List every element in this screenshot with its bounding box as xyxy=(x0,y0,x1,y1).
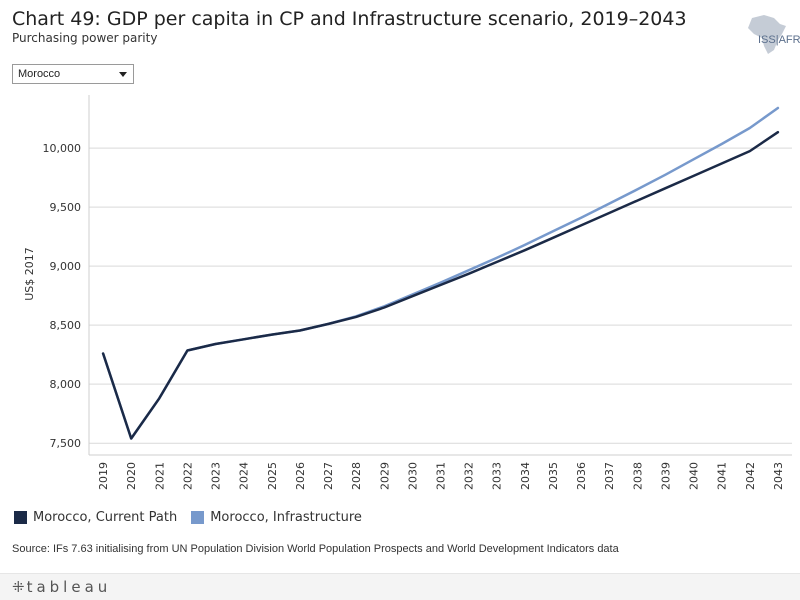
x-tick-label: 2019 xyxy=(97,462,110,490)
africa-logo-icon xyxy=(748,15,786,54)
x-tick-label: 2039 xyxy=(659,462,672,490)
x-tick-label: 2025 xyxy=(266,462,279,490)
y-tick-label: 8,500 xyxy=(50,319,82,332)
tableau-logo[interactable]: ⁜ tableau xyxy=(12,578,111,596)
legend-item-infrastructure[interactable]: Morocco, Infrastructure xyxy=(191,510,362,525)
y-tick-label: 8,000 xyxy=(50,378,82,391)
x-tick-label: 2032 xyxy=(463,462,476,490)
x-tick-label: 2030 xyxy=(406,462,419,490)
x-tick-label: 2033 xyxy=(491,462,504,490)
series-line-current-path[interactable] xyxy=(101,130,780,440)
legend-item-current-path[interactable]: Morocco, Current Path xyxy=(14,510,177,525)
legend: Morocco, Current Path Morocco, Infrastru… xyxy=(14,510,362,525)
x-tick-label: 2023 xyxy=(210,462,223,490)
legend-label-current-path: Morocco, Current Path xyxy=(33,510,178,525)
x-tick-label: 2028 xyxy=(350,462,363,490)
tableau-brand-text: tableau xyxy=(26,578,112,596)
country-dropdown[interactable]: Morocco xyxy=(12,64,134,84)
tableau-footer: ⁜ tableau xyxy=(0,573,800,600)
x-tick-label: 2043 xyxy=(772,462,785,490)
line-chart: 7,500 8,000 8,500 9,000 9,500 10,000 2019 2020… xyxy=(23,95,792,490)
y-axis-title: US$ 2017 xyxy=(23,247,36,301)
legend-swatch-infrastructure xyxy=(191,511,205,524)
chart-title: Chart 49: GDP per capita in CP and Infra… xyxy=(12,8,687,30)
x-tick-label: 2038 xyxy=(631,462,644,490)
x-tick-label: 2035 xyxy=(547,462,560,490)
iss-africa-logo-text: ISS|AFRICA xyxy=(758,34,800,46)
y-tick-label: 9,000 xyxy=(50,260,82,273)
x-tick-label: 2022 xyxy=(181,462,194,490)
x-tick-label: 2020 xyxy=(125,462,138,490)
legend-swatch-current-path xyxy=(14,511,27,524)
x-tick-label: 2026 xyxy=(294,462,307,490)
x-tick-label: 2034 xyxy=(519,462,532,490)
series-line-infrastructure[interactable] xyxy=(101,106,780,440)
chart-subtitle: Purchasing power parity xyxy=(12,31,158,45)
x-tick-label: 2037 xyxy=(603,462,616,490)
tableau-plus-icon: ⁜ xyxy=(12,578,25,596)
legend-label-infrastructure: Morocco, Infrastructure xyxy=(210,510,362,525)
y-tick-label: 9,500 xyxy=(50,201,82,214)
y-tick-label: 10,000 xyxy=(43,142,82,155)
x-tick-label: 2036 xyxy=(575,462,588,490)
chevron-down-icon[interactable] xyxy=(119,72,127,77)
y-tick-label: 7,500 xyxy=(50,437,82,450)
x-tick-label: 2031 xyxy=(435,462,448,490)
x-tick-label: 2027 xyxy=(322,462,335,490)
x-tick-label: 2029 xyxy=(378,462,391,490)
x-tick-label: 2042 xyxy=(744,462,757,490)
x-tick-label: 2041 xyxy=(716,462,729,490)
source-note: Source: IFs 7.63 initialising from UN Po… xyxy=(12,543,619,555)
x-tick-label: 2024 xyxy=(238,462,251,490)
x-tick-label: 2040 xyxy=(688,462,701,490)
country-dropdown-value: Morocco xyxy=(18,68,61,80)
x-tick-label: 2021 xyxy=(153,462,166,490)
